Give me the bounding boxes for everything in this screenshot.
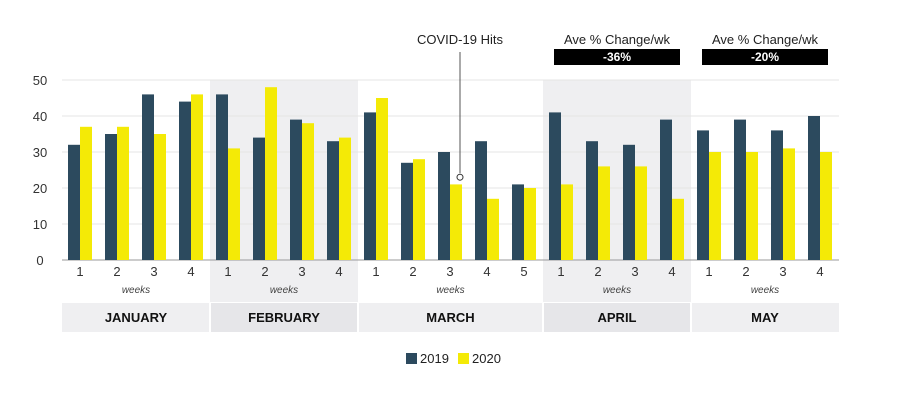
week-tick-label: 4 (483, 264, 490, 279)
weeks-label: weeks (603, 285, 631, 296)
y-tick-label: 0 (36, 253, 43, 268)
month-label: MAY (751, 310, 779, 325)
bar-2020 (80, 126, 92, 260)
legend-label-2019: 2019 (420, 351, 449, 366)
week-tick-label: 1 (557, 264, 564, 279)
bar-2019 (512, 184, 524, 260)
bar-2019 (438, 152, 450, 260)
month-band-march (358, 303, 543, 332)
legend-swatch-2019 (406, 353, 417, 364)
banner-label: Ave % Change/wk (712, 32, 818, 47)
bar-2020 (450, 184, 462, 260)
month-band-may (691, 303, 839, 332)
month-band-april (543, 303, 691, 332)
month-band-january (62, 303, 210, 332)
week-tick-label: 4 (187, 264, 194, 279)
week-tick-label: 3 (446, 264, 453, 279)
bar-2019 (697, 130, 709, 260)
bar-2020 (191, 94, 203, 261)
banner-label: Ave % Change/wk (564, 32, 670, 47)
bar-2019 (216, 94, 228, 261)
y-tick-label: 50 (33, 73, 47, 88)
bar-2020 (561, 184, 573, 260)
weeks-label: weeks (270, 285, 298, 296)
bar-2019 (549, 112, 561, 261)
bar-2019 (142, 94, 154, 261)
weeks-label: weeks (436, 285, 464, 296)
week-tick-label: 4 (668, 264, 675, 279)
weeks-label: weeks (122, 285, 150, 296)
week-tick-label: 5 (520, 264, 527, 279)
bar-2019 (105, 134, 117, 260)
banner-value: -20% (751, 50, 779, 64)
week-tick-label: 1 (224, 264, 231, 279)
month-label: JANUARY (105, 310, 168, 325)
covid-annotation-marker (456, 173, 464, 181)
month-label: FEBRUARY (248, 310, 320, 325)
bar-2020 (672, 198, 684, 260)
bar-2020 (302, 123, 314, 260)
weeks-label: weeks (751, 285, 779, 296)
y-tick-label: 20 (33, 181, 47, 196)
week-tick-label: 2 (113, 264, 120, 279)
week-tick-label: 3 (298, 264, 305, 279)
bar-2019 (771, 130, 783, 260)
month-label: MARCH (426, 310, 474, 325)
y-tick-label: 10 (33, 217, 47, 232)
bar-2020 (709, 152, 721, 260)
bar-2019 (364, 112, 376, 261)
week-tick-label: 1 (76, 264, 83, 279)
bar-2020 (265, 87, 277, 260)
legend-label-2020: 2020 (472, 351, 501, 366)
month-label: APRIL (598, 310, 637, 325)
covid-annotation-text: COVID-19 Hits (417, 32, 503, 47)
y-tick-label: 40 (33, 109, 47, 124)
bar-2019 (808, 116, 820, 260)
bar-2020 (820, 152, 832, 260)
bar-2020 (598, 166, 610, 260)
week-tick-label: 2 (742, 264, 749, 279)
bar-2019 (290, 119, 302, 260)
bar-2019 (327, 141, 339, 260)
y-tick-label: 30 (33, 145, 47, 160)
bar-2020 (413, 159, 425, 260)
bar-2020 (635, 166, 647, 260)
bar-2020 (783, 148, 795, 260)
bar-2019 (475, 141, 487, 260)
bar-2019 (179, 101, 191, 260)
month-band-february (210, 303, 358, 332)
bar-2019 (660, 119, 672, 260)
bar-2020 (376, 98, 388, 260)
week-tick-label: 4 (335, 264, 342, 279)
bar-2019 (734, 119, 746, 260)
legend-swatch-2020 (458, 353, 469, 364)
week-tick-label: 3 (150, 264, 157, 279)
week-tick-label: 1 (705, 264, 712, 279)
banner-box (554, 49, 680, 65)
bar-2020 (228, 148, 240, 260)
week-tick-label: 2 (261, 264, 268, 279)
bar-2020 (117, 126, 129, 260)
week-tick-label: 1 (372, 264, 379, 279)
banner-box (702, 49, 828, 65)
bar-2020 (487, 198, 499, 260)
bar-2020 (339, 137, 351, 260)
week-tick-label: 3 (779, 264, 786, 279)
banner-value: -36% (603, 50, 631, 64)
bar-2019 (68, 144, 80, 260)
bar-2020 (154, 134, 166, 260)
week-tick-label: 3 (631, 264, 638, 279)
bar-2019 (253, 137, 265, 260)
bar-2019 (401, 162, 413, 260)
bar-2019 (623, 144, 635, 260)
week-tick-label: 2 (409, 264, 416, 279)
bar-2020 (746, 152, 758, 260)
week-tick-label: 2 (594, 264, 601, 279)
week-tick-label: 4 (816, 264, 823, 279)
bar-2020 (524, 188, 536, 260)
bar-2019 (586, 141, 598, 260)
